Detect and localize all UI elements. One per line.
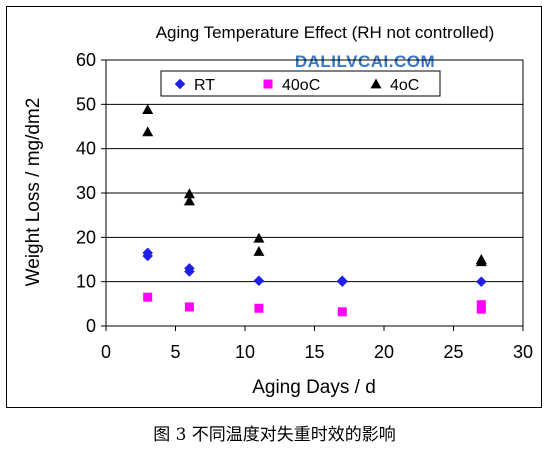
y-tick-label: 60 (76, 50, 96, 70)
y-tick-label: 20 (76, 227, 96, 247)
legend-entry-4oc: 4oC (370, 77, 419, 94)
data-point (476, 304, 486, 314)
x-axis-label: Aging Days / d (252, 377, 376, 398)
x-tick-label: 30 (513, 342, 533, 362)
legend-entry-rt: RT (174, 77, 215, 94)
series-rt (142, 247, 487, 288)
legend: RT 40oC 4oC (160, 70, 441, 97)
gridlines (106, 103, 523, 283)
data-point (253, 275, 265, 287)
legend-label: 4oC (390, 77, 419, 94)
chart-title: Aging Temperature Effect (RH not control… (156, 23, 495, 42)
y-tick-label: 40 (76, 139, 96, 159)
y-tick-label: 10 (76, 272, 96, 292)
legend-box (160, 70, 441, 97)
y-axis-ticks: 0 10 20 30 40 50 60 (76, 50, 106, 336)
x-tick-label: 25 (443, 342, 463, 362)
legend-marker (263, 79, 273, 89)
data-point (253, 232, 265, 243)
data-point (184, 266, 195, 277)
data-point (142, 104, 154, 115)
data-point (253, 246, 265, 256)
data-points (142, 104, 487, 317)
legend-label: 40oC (282, 77, 320, 94)
data-point (475, 256, 487, 267)
x-tick-label: 5 (170, 342, 180, 362)
legend-label: RT (194, 77, 215, 94)
figure-caption: 图 3 不同温度对失重时效的影响 (153, 425, 396, 445)
data-point (254, 303, 264, 313)
series-4oc (142, 104, 487, 267)
data-point (183, 195, 195, 206)
y-tick-label: 30 (76, 183, 96, 203)
scatter-chart: Aging Temperature Effect (RH not control… (23, 23, 533, 398)
data-point (142, 250, 154, 262)
data-point (142, 126, 154, 137)
legend-entry-40oc: 40oC (263, 77, 320, 94)
legend-marker (370, 78, 382, 89)
x-tick-label: 15 (304, 342, 324, 362)
y-tick-label: 0 (86, 316, 96, 336)
legend-marker (174, 78, 186, 90)
data-point (337, 307, 347, 317)
watermark-text: DALILVCAI.COM (295, 52, 435, 71)
data-point (183, 188, 195, 199)
x-axis-ticks: 0 5 10 15 20 25 30 (101, 326, 533, 362)
x-tick-label: 10 (235, 342, 255, 362)
x-tick-label: 0 (101, 342, 111, 362)
data-point (475, 276, 487, 288)
data-point (184, 302, 194, 312)
y-axis-label: Weight Loss / mg/dm2 (23, 98, 44, 287)
data-point (143, 292, 153, 302)
series-40oc (143, 292, 486, 317)
y-tick-label: 50 (76, 94, 96, 114)
x-tick-label: 20 (374, 342, 394, 362)
data-point (336, 276, 348, 288)
